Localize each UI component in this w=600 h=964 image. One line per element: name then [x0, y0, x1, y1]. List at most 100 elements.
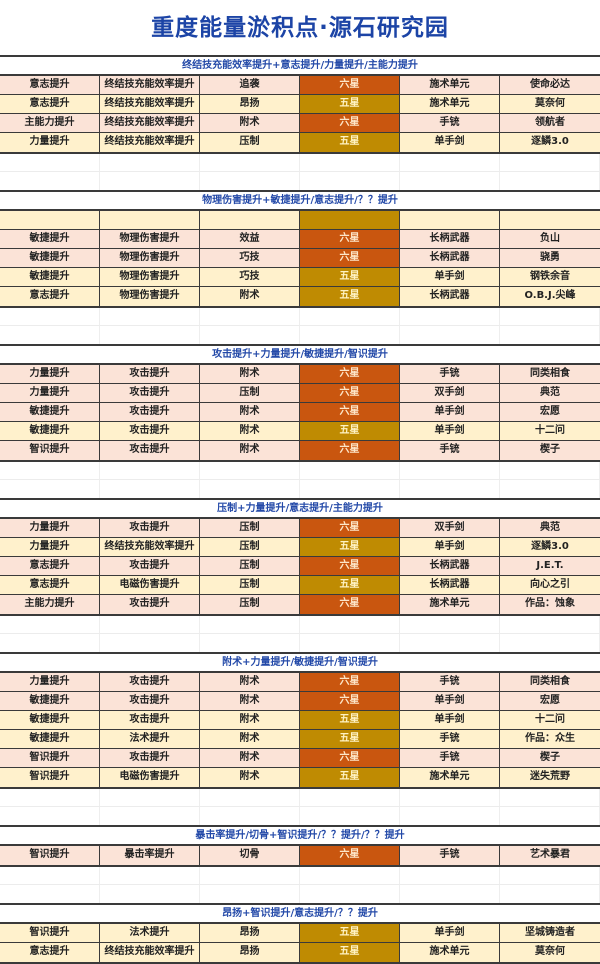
cell-stat-2[interactable]: 攻击提升 [100, 441, 200, 460]
cell-rarity[interactable]: 六星 [300, 114, 400, 132]
cell-skill[interactable]: 压制 [200, 576, 300, 594]
cell-stat-2[interactable]: 攻击提升 [100, 422, 200, 440]
cell-rarity[interactable] [300, 211, 400, 229]
cell-stat-2[interactable]: 攻击提升 [100, 711, 200, 729]
cell-stat-2[interactable]: 攻击提升 [100, 692, 200, 710]
cell-weapon-type[interactable]: 手铳 [400, 673, 500, 691]
cell-weapon-type[interactable]: 单手剑 [400, 538, 500, 556]
cell-stat-2[interactable]: 攻击提升 [100, 595, 200, 614]
cell-weapon-type[interactable]: 手铳 [400, 846, 500, 865]
cell-weapon-type[interactable]: 长柄武器 [400, 576, 500, 594]
cell-weapon-type[interactable]: 单手剑 [400, 711, 500, 729]
cell-rarity[interactable]: 五星 [300, 730, 400, 748]
cell-stat-1[interactable]: 意志提升 [0, 287, 100, 306]
cell-stat-2[interactable]: 攻击提升 [100, 403, 200, 421]
cell-stat-2[interactable]: 法术提升 [100, 730, 200, 748]
cell-stat-2[interactable]: 暴击率提升 [100, 846, 200, 865]
cell-weapon-name[interactable]: 逐鳞3.0 [531, 541, 569, 552]
cell-stat-2[interactable]: 攻击提升 [100, 673, 200, 691]
cell-stat-1[interactable]: 力量提升 [0, 673, 100, 691]
cell-stat-1[interactable]: 意志提升 [0, 95, 100, 113]
cell-skill[interactable]: 附术 [200, 422, 300, 440]
cell-skill[interactable] [200, 211, 300, 229]
cell-skill[interactable]: 附术 [200, 114, 300, 132]
cell-skill[interactable]: 附术 [200, 711, 300, 729]
cell-weapon-name[interactable]: 作品：蚀象 [525, 598, 575, 609]
cell-weapon-name[interactable]: 十二问 [535, 714, 565, 725]
cell-stat-2[interactable]: 终结技充能效率提升 [100, 538, 200, 556]
cell-stat-2[interactable]: 物理伤害提升 [100, 268, 200, 286]
cell-stat-1[interactable]: 意志提升 [0, 943, 100, 962]
cell-weapon-type[interactable]: 手铳 [400, 441, 500, 460]
cell-weapon-name[interactable]: 莫奈何 [535, 98, 565, 109]
cell-rarity[interactable]: 六星 [300, 595, 400, 614]
cell-weapon-name[interactable]: 艺术暴君 [530, 849, 570, 860]
cell-weapon-name[interactable]: 同类相食 [530, 368, 570, 379]
cell-skill[interactable]: 巧技 [200, 268, 300, 286]
cell-skill[interactable]: 附术 [200, 403, 300, 421]
cell-stat-2[interactable]: 终结技充能效率提升 [100, 76, 200, 94]
cell-rarity[interactable]: 六星 [300, 673, 400, 691]
cell-weapon-type[interactable]: 施术单元 [400, 95, 500, 113]
cell-weapon-type[interactable]: 长柄武器 [400, 287, 500, 306]
cell-skill[interactable]: 压制 [200, 519, 300, 537]
cell-weapon-name[interactable]: 典范 [540, 387, 560, 398]
cell-rarity[interactable]: 五星 [300, 287, 400, 306]
cell-stat-2[interactable]: 物理伤害提升 [100, 230, 200, 248]
cell-weapon-type[interactable]: 双手剑 [400, 519, 500, 537]
cell-skill[interactable]: 附术 [200, 441, 300, 460]
cell-stat-2[interactable]: 电磁伤害提升 [100, 768, 200, 787]
cell-rarity[interactable]: 六星 [300, 76, 400, 94]
cell-stat-2[interactable]: 电磁伤害提升 [100, 576, 200, 594]
cell-weapon-type[interactable]: 长柄武器 [400, 230, 500, 248]
cell-weapon-name[interactable]: J.E.T. [536, 560, 564, 571]
cell-stat-1[interactable]: 力量提升 [0, 384, 100, 402]
cell-weapon-type[interactable]: 长柄武器 [400, 249, 500, 267]
cell-weapon-name[interactable]: 向心之引 [530, 579, 570, 590]
cell-weapon-name[interactable]: 逐鳞3.0 [531, 136, 569, 147]
cell-stat-2[interactable]: 终结技充能效率提升 [100, 114, 200, 132]
cell-weapon-type[interactable]: 单手剑 [400, 422, 500, 440]
cell-stat-1[interactable]: 智识提升 [0, 749, 100, 767]
cell-stat-2[interactable]: 终结技充能效率提升 [100, 133, 200, 152]
cell-weapon-type[interactable]: 手铳 [400, 114, 500, 132]
cell-weapon-type[interactable]: 手铳 [400, 749, 500, 767]
cell-weapon-type[interactable]: 施术单元 [400, 768, 500, 787]
cell-weapon-name[interactable]: 负山 [540, 233, 560, 244]
cell-stat-1[interactable] [0, 211, 100, 229]
cell-skill[interactable]: 压制 [200, 384, 300, 402]
cell-weapon-name[interactable]: 使命必达 [530, 79, 570, 90]
cell-rarity[interactable]: 五星 [300, 133, 400, 152]
cell-rarity[interactable]: 五星 [300, 268, 400, 286]
cell-weapon-name[interactable]: 莫奈何 [535, 946, 565, 957]
cell-rarity[interactable]: 五星 [300, 711, 400, 729]
cell-skill[interactable]: 附术 [200, 673, 300, 691]
cell-weapon-type[interactable]: 施术单元 [400, 943, 500, 962]
cell-stat-2[interactable]: 攻击提升 [100, 519, 200, 537]
cell-weapon-type[interactable]: 手铳 [400, 730, 500, 748]
cell-skill[interactable]: 压制 [200, 133, 300, 152]
cell-stat-1[interactable]: 力量提升 [0, 519, 100, 537]
cell-stat-1[interactable]: 敏捷提升 [0, 249, 100, 267]
cell-rarity[interactable]: 六星 [300, 365, 400, 383]
cell-weapon-name[interactable]: 同类相食 [530, 676, 570, 687]
cell-weapon-name[interactable]: 迷失荒野 [530, 771, 570, 782]
cell-skill[interactable]: 附术 [200, 692, 300, 710]
cell-stat-1[interactable]: 意志提升 [0, 76, 100, 94]
cell-weapon-type[interactable]: 施术单元 [400, 76, 500, 94]
cell-skill[interactable]: 附术 [200, 730, 300, 748]
cell-rarity[interactable]: 六星 [300, 384, 400, 402]
cell-stat-1[interactable]: 敏捷提升 [0, 711, 100, 729]
cell-stat-2[interactable]: 攻击提升 [100, 749, 200, 767]
cell-rarity[interactable]: 六星 [300, 846, 400, 865]
cell-stat-1[interactable]: 敏捷提升 [0, 230, 100, 248]
cell-weapon-type[interactable]: 长柄武器 [400, 557, 500, 575]
cell-weapon-name[interactable]: 楔子 [540, 752, 560, 763]
cell-weapon-name[interactable]: 楔子 [540, 444, 560, 455]
cell-stat-1[interactable]: 力量提升 [0, 133, 100, 152]
cell-skill[interactable]: 压制 [200, 557, 300, 575]
cell-stat-2[interactable]: 攻击提升 [100, 557, 200, 575]
cell-stat-2[interactable]: 物理伤害提升 [100, 287, 200, 306]
cell-weapon-name[interactable]: O.B.J.尖峰 [524, 290, 576, 301]
cell-weapon-type[interactable]: 单手剑 [400, 133, 500, 152]
